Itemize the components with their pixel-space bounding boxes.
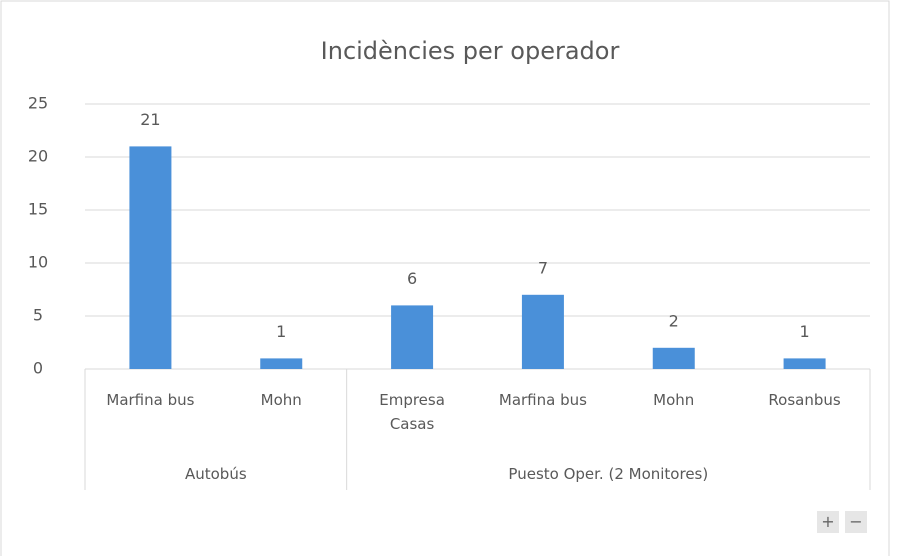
data-label: 1 <box>799 322 809 341</box>
group-label: Autobús <box>184 465 247 483</box>
bar <box>260 358 303 369</box>
bar <box>521 294 564 369</box>
data-label: 21 <box>140 110 160 129</box>
data-label: 2 <box>669 311 679 330</box>
bar <box>652 347 695 369</box>
y-tick-label: 20 <box>28 147 48 166</box>
y-tick-label: 5 <box>33 306 43 325</box>
y-tick-label: 15 <box>28 200 48 219</box>
bar <box>783 358 826 369</box>
y-tick-label: 0 <box>33 359 43 378</box>
bar <box>129 146 172 369</box>
x-tick-label: Mohn <box>653 391 695 409</box>
bar <box>391 305 434 369</box>
zoom-out-button[interactable]: − <box>845 511 867 533</box>
x-tick-label: Marfina bus <box>498 391 587 409</box>
x-tick-label: Rosanbus <box>768 391 841 409</box>
zoom-in-button[interactable]: + <box>817 511 839 533</box>
x-tick-label: Mohn <box>260 391 302 409</box>
x-tick-label: Marfina bus <box>106 391 195 409</box>
chart-title: Incidències per operador <box>321 37 620 65</box>
data-label: 7 <box>538 258 548 277</box>
data-label: 6 <box>407 269 417 288</box>
y-tick-label: 25 <box>28 94 48 113</box>
group-label: Puesto Oper. (2 Monitores) <box>508 465 709 483</box>
y-tick-label: 10 <box>28 253 48 272</box>
x-tick-label: Empresa Casas <box>379 391 445 433</box>
data-label: 1 <box>276 322 286 341</box>
